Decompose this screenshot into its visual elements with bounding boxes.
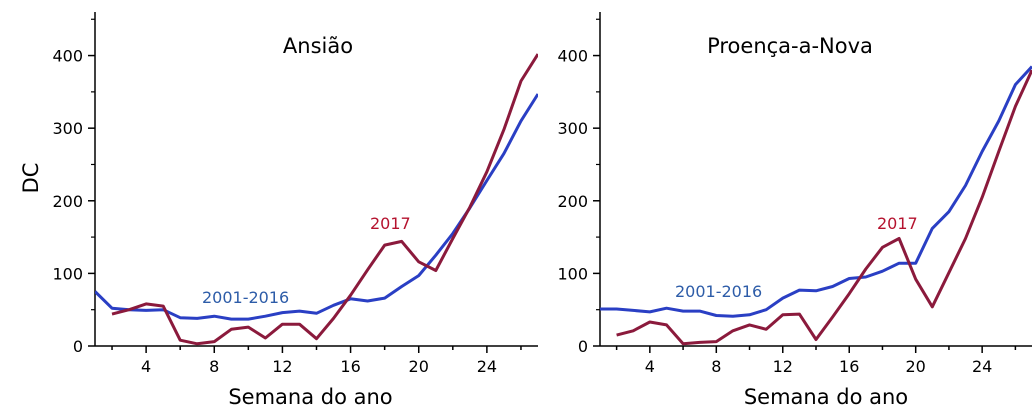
chart-panel-proenca-a-nova: 0 100 200 300 400 4 8 12 16 20 24 Semana do ano Proe… xyxy=(557,12,1032,409)
x-tick-label: 8 xyxy=(711,357,721,376)
x-tick-label: 12 xyxy=(773,357,793,376)
x-tick-label: 24 xyxy=(972,357,992,376)
y-tick-label: 200 xyxy=(52,192,83,211)
x-tick-label: 8 xyxy=(209,357,219,376)
series-line-2017 xyxy=(111,53,538,346)
series-line-2001-2016 xyxy=(600,65,1032,318)
y-tick-label: 300 xyxy=(52,119,83,138)
y-tick-label: 400 xyxy=(52,47,83,66)
x-tick-label: 4 xyxy=(645,357,655,376)
x-tick-label: 12 xyxy=(272,357,292,376)
x-tick-label: 20 xyxy=(409,357,429,376)
series-label-2017: 2017 xyxy=(877,214,918,233)
x-tick-label: 4 xyxy=(141,357,151,376)
y-tick-label: 300 xyxy=(557,119,588,138)
series-label-2001-2016: 2001-2016 xyxy=(675,282,762,301)
x-tick-label: 16 xyxy=(340,357,360,376)
x-axis-title: Semana do ano xyxy=(744,385,908,409)
series-label-2001-2016: 2001-2016 xyxy=(202,288,289,307)
y-axis-title: DC xyxy=(19,163,43,194)
y-tick-label: 200 xyxy=(557,192,588,211)
y-tick-label: 100 xyxy=(557,264,588,283)
series-label-2017: 2017 xyxy=(370,214,411,233)
x-tick-label: 16 xyxy=(839,357,859,376)
x-axis-title: Semana do ano xyxy=(228,385,392,409)
series-line-2017 xyxy=(616,69,1032,346)
chart-panel-ansiao: 0 100 200 300 400 4 8 12 16 20 24 Semana do ano DC An… xyxy=(19,12,538,409)
x-tick-label: 24 xyxy=(477,357,497,376)
y-tick-label: 0 xyxy=(73,337,83,356)
y-tick-label: 400 xyxy=(557,47,588,66)
panel-title: Ansião xyxy=(283,34,353,58)
panel-title: Proença-a-Nova xyxy=(707,34,873,58)
y-tick-label: 100 xyxy=(52,264,83,283)
x-tick-label: 20 xyxy=(906,357,926,376)
y-tick-label: 0 xyxy=(578,337,588,356)
